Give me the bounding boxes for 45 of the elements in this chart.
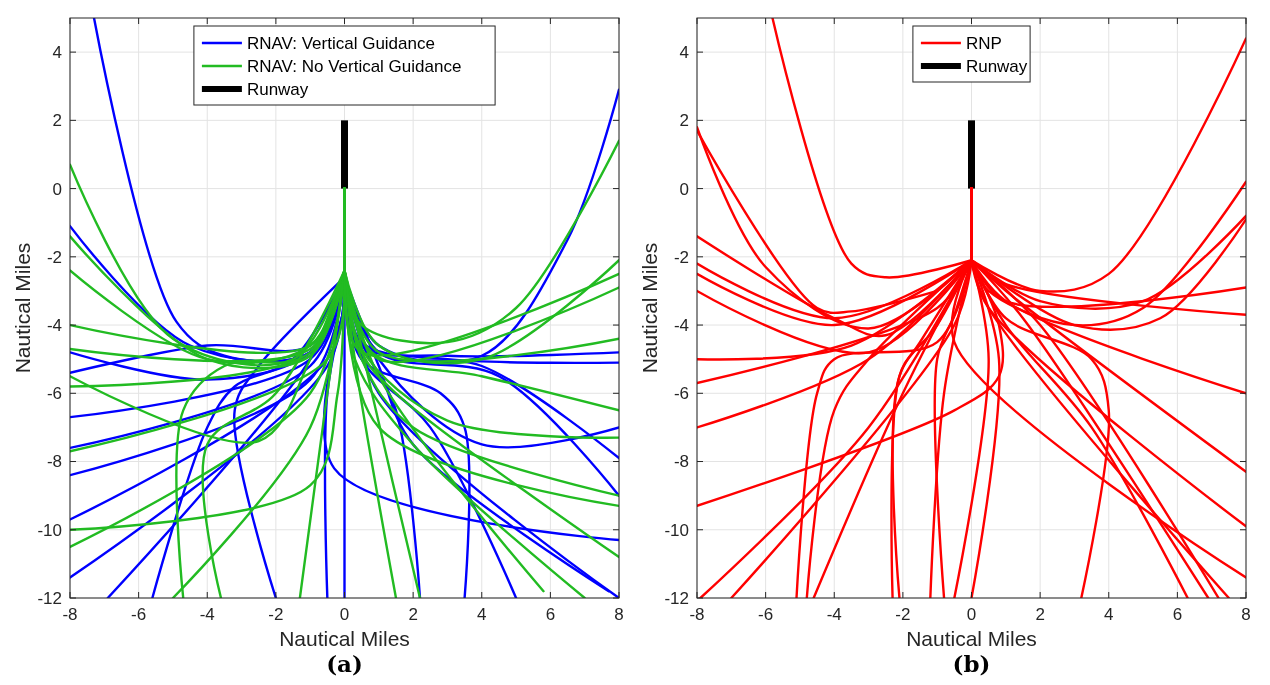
y-tick-label: 4 bbox=[52, 43, 62, 63]
x-tick-label: -4 bbox=[199, 605, 215, 624]
legend-label: RNAV: Vertical Guidance bbox=[246, 33, 435, 53]
y-tick-label: -4 bbox=[673, 316, 689, 336]
y-tick-label: 2 bbox=[52, 111, 62, 131]
y-tick-label: -4 bbox=[46, 316, 62, 336]
y-tick-label: -8 bbox=[46, 452, 62, 472]
y-tick-label: -2 bbox=[46, 247, 62, 267]
y-tick-label: -12 bbox=[664, 588, 689, 608]
legend-label: Runway bbox=[965, 56, 1028, 76]
y-tick-label: -12 bbox=[37, 588, 62, 608]
legend-label: RNP bbox=[965, 33, 1002, 53]
x-tick-label: 0 bbox=[339, 605, 350, 624]
x-tick-label: 2 bbox=[408, 605, 418, 624]
x-axis-title: Nautical Miles bbox=[906, 627, 1037, 650]
y-tick-label: -10 bbox=[664, 520, 689, 540]
legend-label: RNAV: No Vertical Guidance bbox=[246, 56, 462, 76]
x-tick-label: 2 bbox=[1035, 605, 1045, 624]
x-axis-title: Nautical Miles bbox=[279, 627, 410, 650]
x-tick-label: 8 bbox=[614, 605, 624, 624]
y-axis-title: Nautical Miles bbox=[638, 242, 661, 374]
y-axis-title: Nautical Miles bbox=[11, 242, 34, 374]
text: (a) bbox=[326, 650, 363, 677]
y-tick-label: -10 bbox=[37, 520, 62, 540]
x-tick-label: 4 bbox=[1104, 605, 1114, 624]
y-tick-label: 4 bbox=[679, 43, 689, 63]
y-tick-label: -6 bbox=[46, 384, 62, 404]
legend-label: Runway bbox=[246, 79, 309, 99]
x-tick-label: -2 bbox=[268, 605, 284, 624]
x-tick-label: 4 bbox=[477, 605, 487, 624]
text: (b) bbox=[952, 650, 991, 677]
x-tick-label: 6 bbox=[545, 605, 556, 624]
y-tick-label: 0 bbox=[679, 179, 689, 199]
x-tick-label: -6 bbox=[131, 605, 147, 624]
x-tick-label: -6 bbox=[758, 605, 774, 624]
y-tick-label: -8 bbox=[673, 452, 689, 472]
x-tick-label: 0 bbox=[966, 605, 977, 624]
y-tick-label: 0 bbox=[52, 179, 62, 199]
x-tick-label: -4 bbox=[826, 605, 842, 624]
y-tick-label: -2 bbox=[673, 247, 689, 267]
x-tick-label: -2 bbox=[895, 605, 911, 624]
y-tick-label: -6 bbox=[673, 384, 689, 404]
x-tick-label: 8 bbox=[1241, 605, 1251, 624]
y-tick-label: 2 bbox=[679, 111, 689, 131]
x-tick-label: 6 bbox=[1172, 605, 1183, 624]
